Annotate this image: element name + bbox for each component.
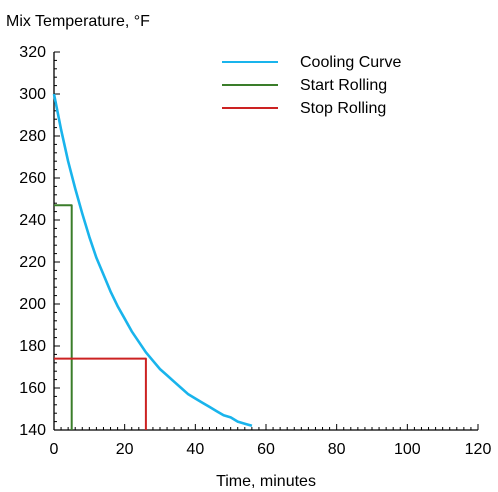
- y-tick-label: 220: [19, 254, 46, 271]
- series-layer: [52, 93, 253, 430]
- series-stop-rolling: [54, 357, 147, 430]
- x-tick-label: 80: [328, 441, 346, 458]
- x-tick-label: 20: [116, 441, 134, 458]
- legend-label-stop-rolling: Stop Rolling: [300, 100, 386, 117]
- y-tick-label: 280: [19, 128, 46, 145]
- x-tick-label: 100: [394, 441, 421, 458]
- y-tick-label: 300: [19, 86, 46, 103]
- y-axis-title: Mix Temperature, °F: [6, 13, 150, 30]
- x-tick-label: 60: [257, 441, 275, 458]
- y-tick-label: 200: [19, 296, 46, 313]
- series-start-rolling: [54, 204, 73, 430]
- series-cooling-curve: [52, 93, 253, 428]
- y-tick-label: 140: [19, 422, 46, 439]
- x-tick-label: 0: [50, 441, 59, 458]
- y-tick-label: 180: [19, 338, 46, 355]
- y-tick-label: 160: [19, 380, 46, 397]
- y-ticks: 140 160 180 200 220 240 260 280 300 320: [19, 44, 46, 439]
- legend-label-start-rolling: Start Rolling: [300, 77, 387, 94]
- x-tick-label: 120: [465, 441, 492, 458]
- x-tick-label: 40: [186, 441, 204, 458]
- x-ticks: 0 20 40 60 80 100 120: [50, 441, 492, 458]
- legend: Cooling Curve Start Rolling Stop Rolling: [222, 54, 401, 117]
- legend-label-cooling-curve: Cooling Curve: [300, 54, 401, 71]
- x-axis-title: Time, minutes: [216, 473, 316, 490]
- y-tick-label: 260: [19, 170, 46, 187]
- y-tick-label: 320: [19, 44, 46, 61]
- y-tick-label: 240: [19, 212, 46, 229]
